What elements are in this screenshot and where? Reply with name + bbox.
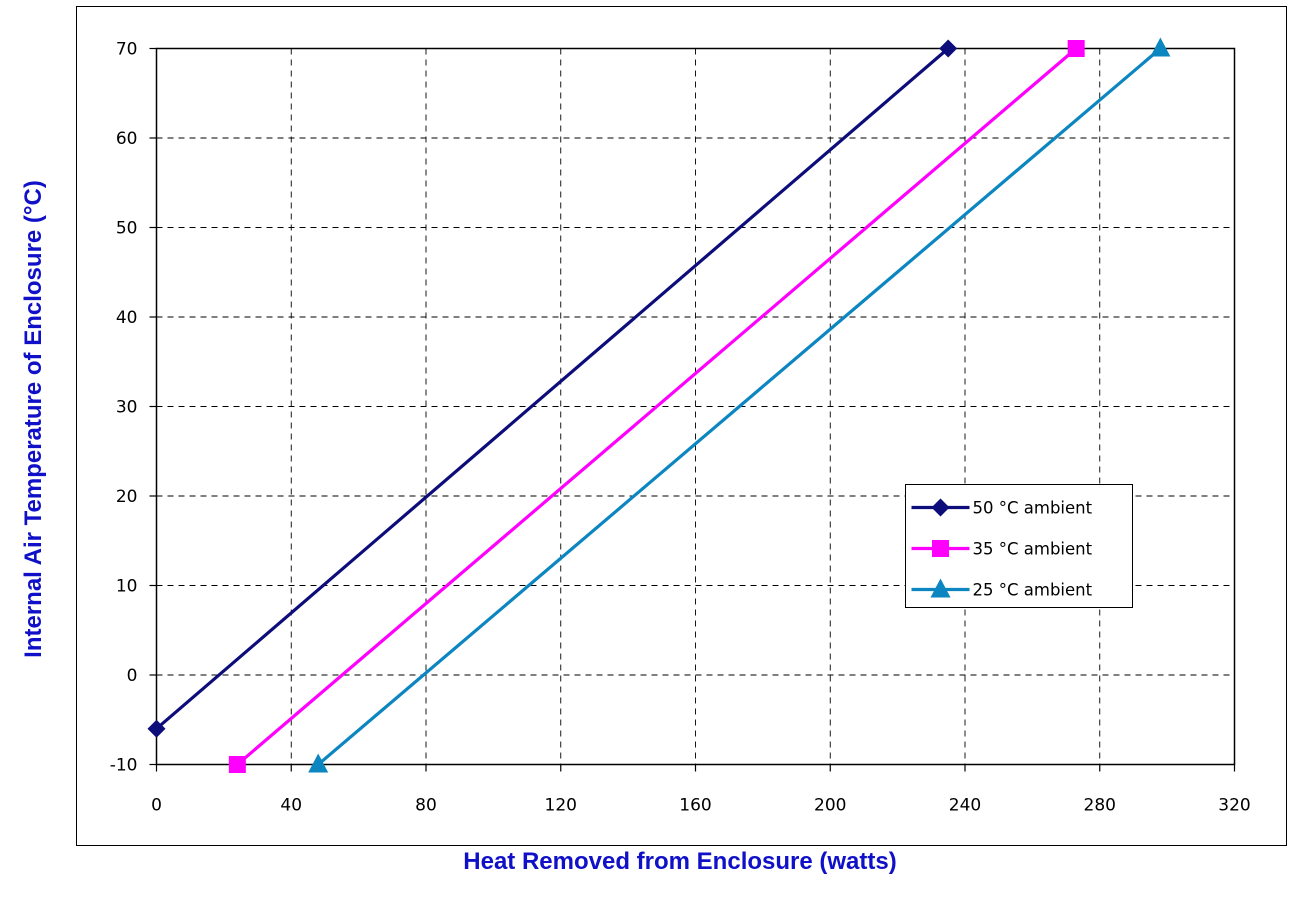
data-point-diamond xyxy=(939,39,958,58)
chart-frame xyxy=(76,6,1287,846)
series-line-square xyxy=(236,47,1078,766)
data-point-triangle xyxy=(1150,37,1171,57)
y-tick-label: 50 xyxy=(116,219,138,239)
x-tick-label: 280 xyxy=(1084,796,1116,816)
series-triangle xyxy=(308,37,1171,773)
gridlines xyxy=(156,48,1235,765)
x-tick-label: 200 xyxy=(814,796,846,816)
y-axis-title: Internal Air Temperature of Enclosure (°… xyxy=(20,180,47,658)
y-tick-label: -10 xyxy=(110,756,138,776)
data-point-triangle xyxy=(308,753,329,773)
x-axis-title: Heat Removed from Enclosure (watts) xyxy=(463,848,896,875)
x-tick-label: 40 xyxy=(280,796,302,816)
legend-label-triangle: 25 °C ambient xyxy=(973,581,1093,600)
series-layer xyxy=(147,37,1171,773)
y-tick-label: 40 xyxy=(116,308,138,328)
legend-label-square: 35 °C ambient xyxy=(973,540,1093,559)
series-line-diamond xyxy=(155,47,950,730)
series-square xyxy=(228,40,1085,773)
x-tick-label: 160 xyxy=(679,796,711,816)
y-tick-label: 10 xyxy=(116,577,138,597)
x-tick-label: 320 xyxy=(1218,796,1250,816)
x-tick-label: 80 xyxy=(415,796,437,816)
series-line-triangle xyxy=(317,47,1162,766)
x-tick-label: 0 xyxy=(151,796,162,816)
legend-marker-square xyxy=(932,540,949,557)
data-point-diamond xyxy=(147,719,166,738)
legend-marker-triangle xyxy=(930,578,951,598)
x-tick-label: 120 xyxy=(545,796,577,816)
y-tick-label: 20 xyxy=(116,487,138,507)
y-tick-label: 0 xyxy=(127,666,138,686)
data-point-square xyxy=(228,756,246,773)
legend: 50 °C ambient 35 °C ambient 25 °C ambient xyxy=(905,484,1133,608)
legend-marker-diamond xyxy=(931,498,950,517)
data-point-square xyxy=(1067,40,1085,57)
legend-label-diamond: 50 °C ambient xyxy=(973,499,1093,518)
x-tick-label: 240 xyxy=(949,796,981,816)
y-axis: -10 0 10 20 30 40 50 60 70 xyxy=(110,40,157,776)
series-diamond xyxy=(147,39,958,738)
y-tick-label: 30 xyxy=(116,398,138,418)
y-tick-label: 70 xyxy=(116,40,138,60)
x-axis: 0 40 80 120 160 200 240 280 320 xyxy=(151,764,1251,816)
y-tick-label: 60 xyxy=(116,129,138,149)
